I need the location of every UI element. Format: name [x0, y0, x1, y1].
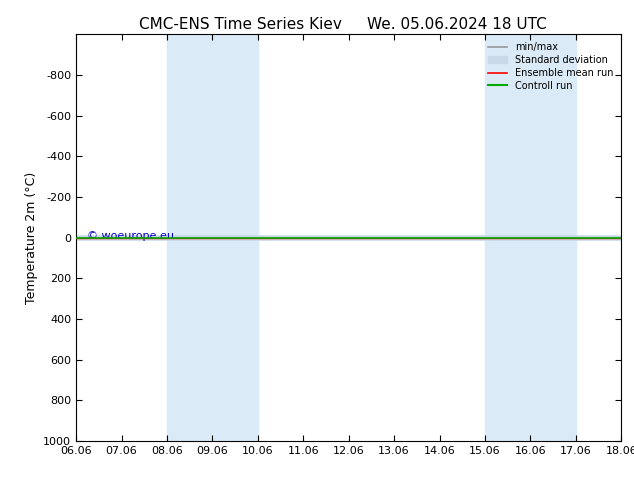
Bar [167, 34, 212, 441]
Legend: min/max, Standard deviation, Ensemble mean run, Controll run: min/max, Standard deviation, Ensemble me… [485, 39, 616, 94]
Y-axis label: Temperature 2m (°C): Temperature 2m (°C) [25, 172, 37, 304]
Text: CMC-ENS Time Series Kiev: CMC-ENS Time Series Kiev [139, 17, 342, 32]
Bar [485, 34, 531, 441]
Text: We. 05.06.2024 18 UTC: We. 05.06.2024 18 UTC [366, 17, 547, 32]
Text: © woeurope.eu: © woeurope.eu [87, 231, 174, 241]
Bar [212, 34, 258, 441]
Bar [531, 34, 576, 441]
